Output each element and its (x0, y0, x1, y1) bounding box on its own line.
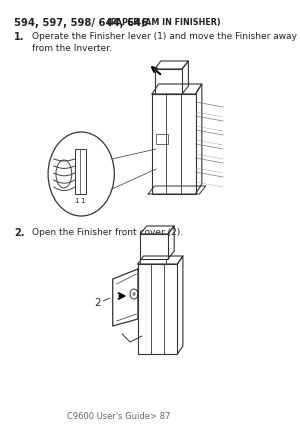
Circle shape (48, 132, 114, 216)
Text: 2: 2 (94, 297, 101, 307)
Bar (156, 135, 168, 145)
Text: 2.: 2. (14, 227, 25, 237)
Text: Open the Finisher front cover (2).: Open the Finisher front cover (2). (32, 227, 183, 236)
Circle shape (132, 292, 136, 296)
Bar (75, 150, 86, 195)
Text: 1.: 1. (14, 32, 25, 42)
Bar (138, 265, 177, 354)
Text: 1: 1 (74, 198, 79, 204)
Text: C9600 User's Guide> 87: C9600 User's Guide> 87 (67, 411, 170, 420)
Bar (152, 95, 196, 195)
Text: (PAPER JAM IN FINISHER): (PAPER JAM IN FINISHER) (107, 18, 221, 27)
Bar (154, 70, 182, 95)
Text: Operate the Finisher lever (1) and move the Finisher away
from the Inverter.: Operate the Finisher lever (1) and move … (32, 32, 296, 53)
Text: 594, 597, 598/ 644, 646: 594, 597, 598/ 644, 646 (14, 18, 152, 28)
Text: 1: 1 (80, 198, 84, 204)
Bar (140, 234, 168, 259)
